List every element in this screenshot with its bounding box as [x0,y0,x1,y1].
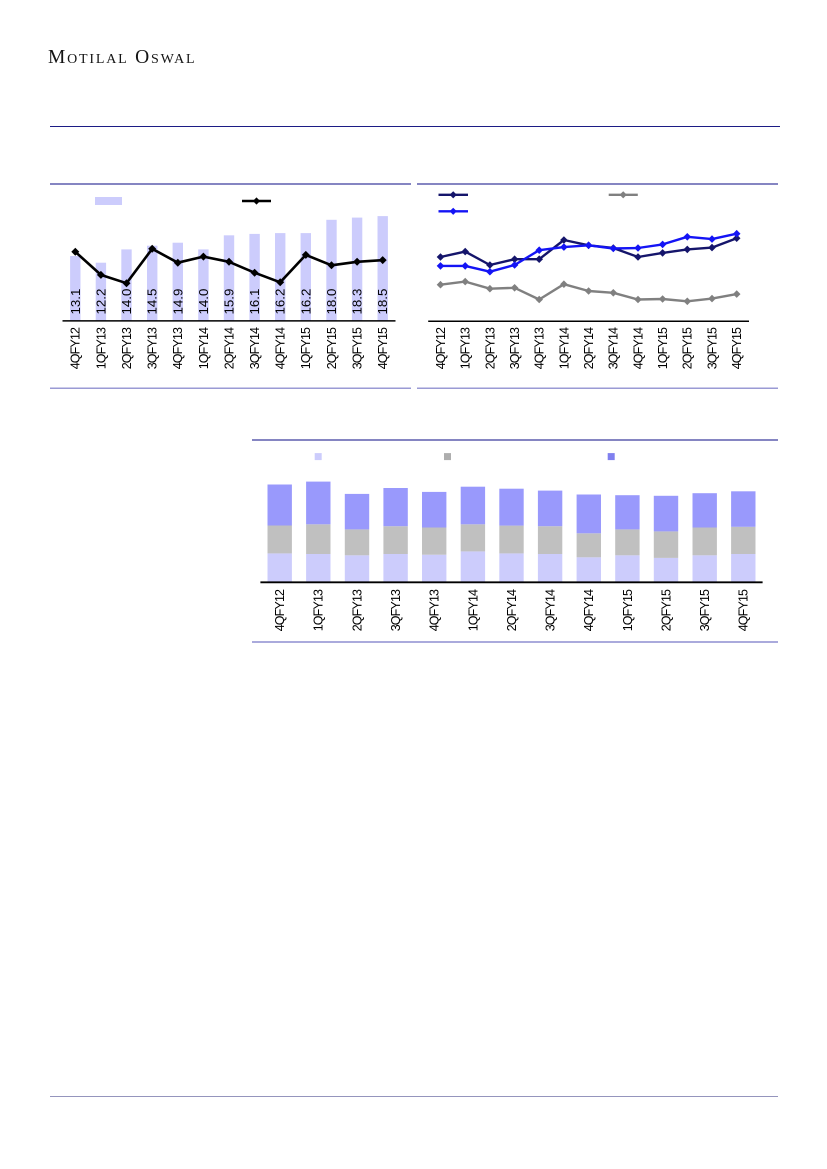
svg-text:4QFY15: 4QFY15 [730,327,744,369]
svg-text:2QFY14: 2QFY14 [582,327,596,369]
svg-text:14.0: 14.0 [196,289,211,315]
svg-text:1QFY15: 1QFY15 [299,327,313,369]
svg-text:2QFY14: 2QFY14 [505,589,519,631]
svg-text:3QFY13: 3QFY13 [146,327,160,369]
svg-text:2QFY13: 2QFY13 [120,327,134,369]
svg-text:16.2: 16.2 [273,289,288,315]
svg-text:3QFY14: 3QFY14 [248,327,262,369]
svg-text:13.1: 13.1 [68,289,83,315]
svg-text:12.2: 12.2 [93,289,108,315]
svg-text:4QFY14: 4QFY14 [631,327,645,369]
svg-text:1QFY14: 1QFY14 [197,327,211,369]
svg-text:1QFY14: 1QFY14 [466,589,480,631]
svg-text:4QFY13: 4QFY13 [171,327,185,369]
svg-text:16.1: 16.1 [247,289,262,315]
svg-text:16.2: 16.2 [298,289,313,315]
svg-text:4QFY12: 4QFY12 [434,327,448,369]
svg-text:14.0: 14.0 [119,289,134,315]
svg-text:4QFY12: 4QFY12 [273,589,287,631]
svg-text:4QFY15: 4QFY15 [376,327,390,369]
svg-text:3QFY14: 3QFY14 [607,327,621,369]
svg-text:2QFY13: 2QFY13 [483,327,497,369]
svg-text:3QFY15: 3QFY15 [705,327,719,369]
svg-text:3QFY15: 3QFY15 [698,589,712,631]
svg-text:2QFY15: 2QFY15 [659,589,673,631]
svg-text:1QFY15: 1QFY15 [656,327,670,369]
svg-text:4QFY13: 4QFY13 [428,589,442,631]
svg-text:2QFY13: 2QFY13 [350,589,364,631]
svg-text:3QFY13: 3QFY13 [389,589,403,631]
svg-text:18.5: 18.5 [375,289,390,315]
svg-text:1QFY15: 1QFY15 [621,589,635,631]
svg-text:18.3: 18.3 [350,289,365,315]
svg-text:4QFY13: 4QFY13 [533,327,547,369]
svg-text:3QFY15: 3QFY15 [351,327,365,369]
svg-text:4QFY14: 4QFY14 [582,589,596,631]
svg-text:1QFY13: 1QFY13 [94,327,108,369]
svg-text:18.0: 18.0 [324,289,339,315]
svg-text:3QFY13: 3QFY13 [508,327,522,369]
svg-text:1QFY13: 1QFY13 [459,327,473,369]
svg-text:2QFY15: 2QFY15 [325,327,339,369]
svg-text:1QFY13: 1QFY13 [312,589,326,631]
svg-text:1QFY14: 1QFY14 [557,327,571,369]
svg-text:3QFY14: 3QFY14 [544,589,558,631]
svg-text:2QFY15: 2QFY15 [681,327,695,369]
svg-text:4QFY12: 4QFY12 [69,327,83,369]
svg-text:2QFY14: 2QFY14 [222,327,236,369]
svg-text:14.9: 14.9 [170,289,185,315]
svg-text:15.9: 15.9 [222,289,237,315]
svg-text:4QFY15: 4QFY15 [737,589,751,631]
svg-text:14.5: 14.5 [145,289,160,315]
svg-text:4QFY14: 4QFY14 [274,327,288,369]
